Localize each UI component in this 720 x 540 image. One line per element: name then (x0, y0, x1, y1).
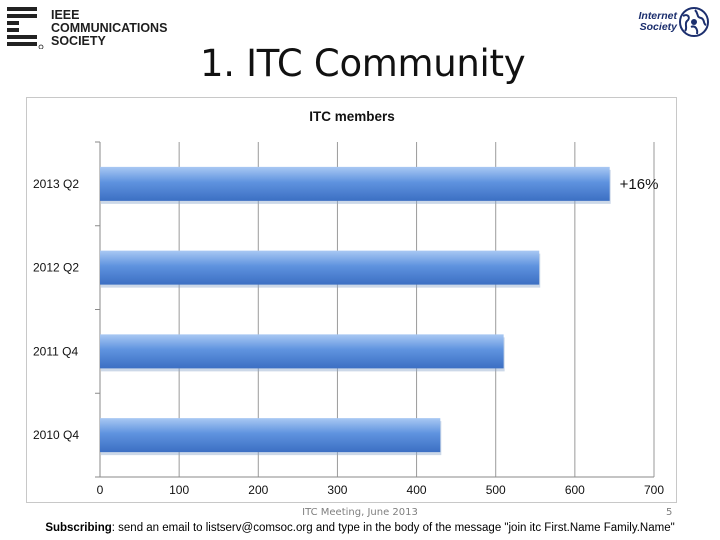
bar-2012-q2 (100, 250, 540, 285)
subscribe-label: Subscribing (45, 522, 112, 534)
itc-members-chart: 0 100 200 300 400 500 600 700 2013 Q2 2012 Q2 2011… (33, 109, 664, 497)
slide-title: 1. ITC Community (200, 42, 526, 85)
internet-society-logo: Internet Society (627, 5, 713, 45)
subscribe-text: : send an email to listserv@comsoc.org a… (111, 522, 675, 534)
logo-line-ieee: IEEE (51, 8, 80, 22)
x-tick-label: 500 (486, 483, 506, 497)
subscribe-note: Subscribing: send an email to listserv@c… (0, 522, 720, 534)
x-tick-label: 0 (97, 483, 104, 497)
ieee-comsoc-mark-icon (5, 5, 45, 49)
bar-2011-q4 (100, 334, 504, 369)
bar-2013-q2 (100, 166, 610, 201)
growth-annotation: +16% (620, 176, 659, 193)
chart-frame: 0 100 200 300 400 500 600 700 2013 Q2 2012 Q2 2011… (26, 97, 677, 503)
page-number: 5 (666, 507, 673, 518)
x-tick-label: 700 (644, 483, 664, 497)
logo-line-society: SOCIETY (51, 34, 106, 48)
globe-icon (679, 7, 709, 37)
bar-2010-q4 (100, 418, 441, 453)
logo-line-internet: Internet (638, 10, 677, 22)
x-tick-label: 200 (248, 483, 268, 497)
category-label: 2012 Q2 (33, 261, 79, 275)
x-tick-label: 600 (565, 483, 585, 497)
ieee-comsoc-logo: IEEE COMMUNICATIONS SOCIETY (5, 5, 167, 53)
category-label: 2011 Q4 (33, 344, 78, 358)
logo-line-society-isoc: Society (639, 21, 677, 33)
logo-line-communications: COMMUNICATIONS (51, 21, 168, 35)
internet-society-wordmark: Internet Society (627, 11, 677, 33)
x-tick-label: 400 (407, 483, 427, 497)
category-label: 2013 Q2 (33, 177, 79, 191)
x-tick-label: 300 (327, 483, 347, 497)
x-tick-label: 100 (169, 483, 189, 497)
category-label: 2010 Q4 (33, 428, 79, 442)
ieee-comsoc-wordmark: IEEE COMMUNICATIONS SOCIETY (51, 9, 167, 48)
footer-meeting: ITC Meeting, June 2013 (302, 507, 418, 518)
chart-title: ITC members (309, 109, 395, 124)
